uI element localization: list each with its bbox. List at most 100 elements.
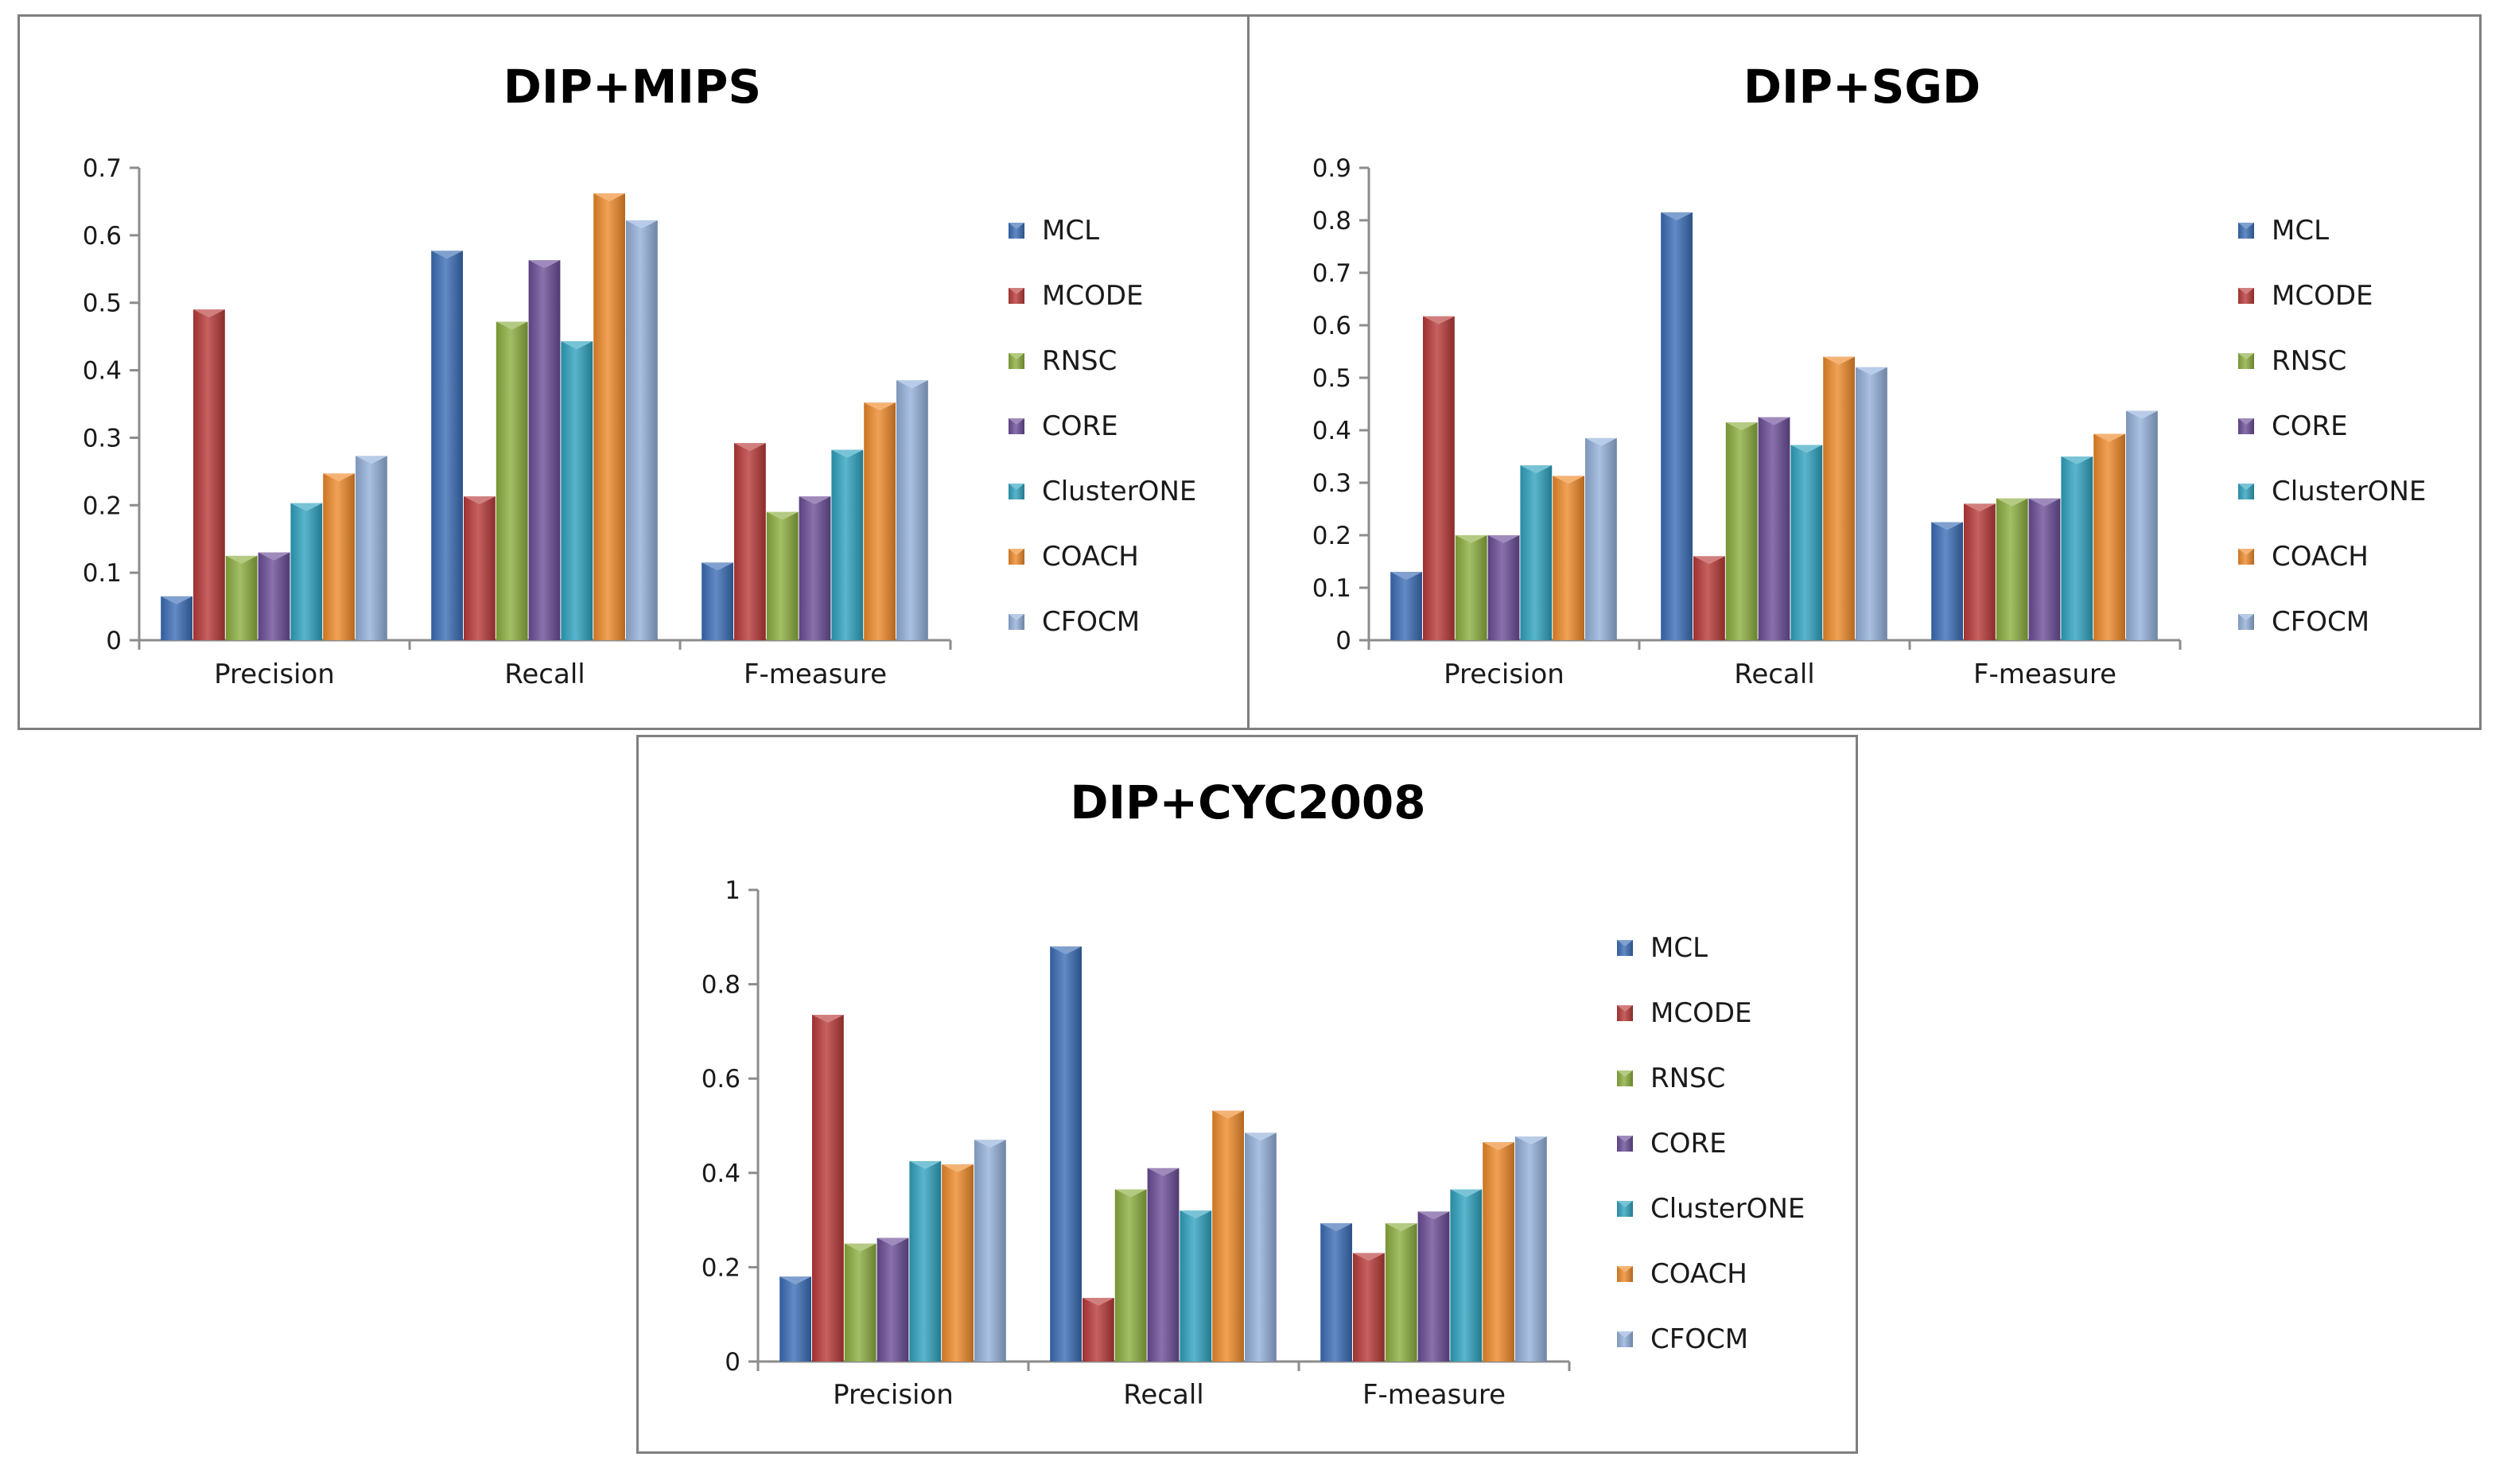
bar-rnsc-f-measure xyxy=(1996,498,2028,640)
legend-swatch-bevel xyxy=(1617,1136,1633,1142)
y-tick-label: 0.2 xyxy=(83,491,122,520)
legend-label: CFOCM xyxy=(1042,606,1140,638)
bar-bevel xyxy=(2028,498,2061,507)
bar-bevel xyxy=(1553,476,1584,484)
y-tick-label: 0.3 xyxy=(1312,469,1351,498)
y-tick-label: 0.7 xyxy=(1312,259,1351,288)
legend-item-mcode: MCODE xyxy=(2238,280,2373,312)
bar-bevel xyxy=(1483,1142,1514,1151)
legend-swatch-bevel xyxy=(2238,353,2254,359)
bar-mcl-precision xyxy=(779,1276,811,1362)
bar-rnsc-f-measure xyxy=(1385,1223,1417,1362)
category-label-f-measure: F-measure xyxy=(744,658,887,690)
legend-label: CORE xyxy=(2272,410,2348,442)
chart-svg: DIP+MIPS 0 0.1 0.2 0.3 0.4 0.5 0.6 0.7 Precision… xyxy=(83,60,1197,690)
legend-label: CORE xyxy=(1042,410,1118,442)
bar-mcl-f-measure xyxy=(702,562,733,640)
bar-mcode-recall xyxy=(1693,556,1725,640)
legend-label: MCODE xyxy=(1650,997,1752,1029)
bar-bevel xyxy=(1320,1223,1352,1232)
category-label-recall: Recall xyxy=(1734,658,1814,690)
legend-item-core: CORE xyxy=(1009,410,1118,442)
legend-swatch-bevel xyxy=(1009,418,1024,425)
bar-mcode-precision xyxy=(812,1015,844,1362)
bar-mcode-f-measure xyxy=(1964,503,1996,640)
bar-clusterone-recall xyxy=(1790,445,1823,640)
bar-cfocm-recall xyxy=(1245,1132,1277,1362)
bar-bevel xyxy=(323,473,355,482)
bar-bevel xyxy=(1212,1110,1244,1119)
bar-bevel xyxy=(593,193,625,202)
bar-rnsc-recall xyxy=(496,321,528,640)
bar-bevel xyxy=(1823,356,1855,365)
bar-bevel xyxy=(1385,1223,1417,1232)
chart-title: DIP+CYC2008 xyxy=(1070,775,1425,829)
legend-swatch-bevel xyxy=(1617,940,1633,946)
legend-label: MCODE xyxy=(1042,280,1144,312)
bar-clusterone-f-measure xyxy=(831,449,864,640)
legend-swatch xyxy=(2238,288,2254,304)
y-tick-label: 0 xyxy=(106,627,122,655)
bar-bevel xyxy=(1725,422,1758,431)
bar-bevel xyxy=(1585,437,1617,446)
legend-item-mcode: MCODE xyxy=(1009,280,1144,312)
bar-core-precision xyxy=(1487,535,1520,640)
legend-swatch-bevel xyxy=(1617,1331,1633,1338)
y-tick-label: 0.8 xyxy=(1312,207,1351,235)
bar-clusterone-precision xyxy=(290,503,323,640)
chart-plot: 0 0.1 0.2 0.3 0.4 0.5 0.6 0.7 0.8 0.9 Precision Rec… xyxy=(1312,154,2427,690)
bar-bevel xyxy=(225,555,258,564)
legend-label: MCL xyxy=(1042,215,1099,247)
bar-bevel xyxy=(909,1160,942,1169)
y-tick-label: 0.7 xyxy=(83,154,122,183)
y-tick-label: 0.2 xyxy=(1312,522,1351,550)
bar-rnsc-f-measure xyxy=(766,511,799,640)
legend-label: RNSC xyxy=(1042,345,1117,377)
bar-bevel xyxy=(193,309,225,318)
bar-cfocm-precision xyxy=(356,456,387,640)
legend-swatch xyxy=(1009,288,1024,304)
bar-coach-recall xyxy=(593,193,625,640)
category-label-precision: Precision xyxy=(1444,658,1565,690)
category-label-recall: Recall xyxy=(1123,1379,1203,1411)
bar-bevel xyxy=(290,503,323,511)
bar-core-f-measure xyxy=(1417,1211,1450,1362)
bar-bevel xyxy=(1515,1136,1547,1145)
bar-bevel xyxy=(974,1140,1006,1148)
legend-item-cfocm: CFOCM xyxy=(1617,1323,1748,1355)
bar-bevel xyxy=(1520,465,1553,474)
legend-swatch-bevel xyxy=(2238,549,2254,555)
legend-swatch-bevel xyxy=(2238,484,2254,490)
bar-rnsc-recall xyxy=(1725,422,1758,640)
bar-clusterone-recall xyxy=(561,341,593,640)
bar-bevel xyxy=(496,321,528,330)
legend-item-mcl: MCL xyxy=(1617,932,1708,964)
bar-coach-f-measure xyxy=(2093,433,2125,640)
category-label-recall: Recall xyxy=(504,658,585,690)
legend-label: COACH xyxy=(2272,541,2369,573)
bar-coach-f-measure xyxy=(1483,1142,1514,1362)
bar-bevel xyxy=(2093,433,2125,442)
legend-label: COACH xyxy=(1650,1258,1747,1290)
legend-item-cfocm: CFOCM xyxy=(1009,606,1140,638)
legend-swatch xyxy=(1009,353,1024,369)
bar-bevel xyxy=(1661,212,1693,221)
legend-swatch xyxy=(2238,549,2254,565)
legend-label: MCODE xyxy=(2272,280,2373,312)
bar-cfocm-precision xyxy=(1585,437,1617,640)
bar-bevel xyxy=(877,1237,909,1246)
bar-bevel xyxy=(799,496,831,505)
bar-mcl-recall xyxy=(1050,946,1082,1362)
legend-item-coach: COACH xyxy=(2238,541,2369,573)
y-tick-label: 0 xyxy=(1335,627,1351,655)
y-tick-label: 0.4 xyxy=(83,357,122,386)
bar-bevel xyxy=(1390,572,1422,581)
legend-swatch xyxy=(1617,1266,1633,1282)
bar-cfocm-recall xyxy=(1856,367,1887,640)
chart-plot: 0 0.1 0.2 0.3 0.4 0.5 0.6 0.7 Precision Recall F-m… xyxy=(83,154,1197,690)
bar-core-recall xyxy=(1758,417,1790,640)
y-tick-label: 0.5 xyxy=(83,289,122,318)
legend-swatch xyxy=(2238,418,2254,434)
bar-mcode-precision xyxy=(1423,316,1455,640)
y-tick-label: 0.9 xyxy=(1312,154,1351,183)
